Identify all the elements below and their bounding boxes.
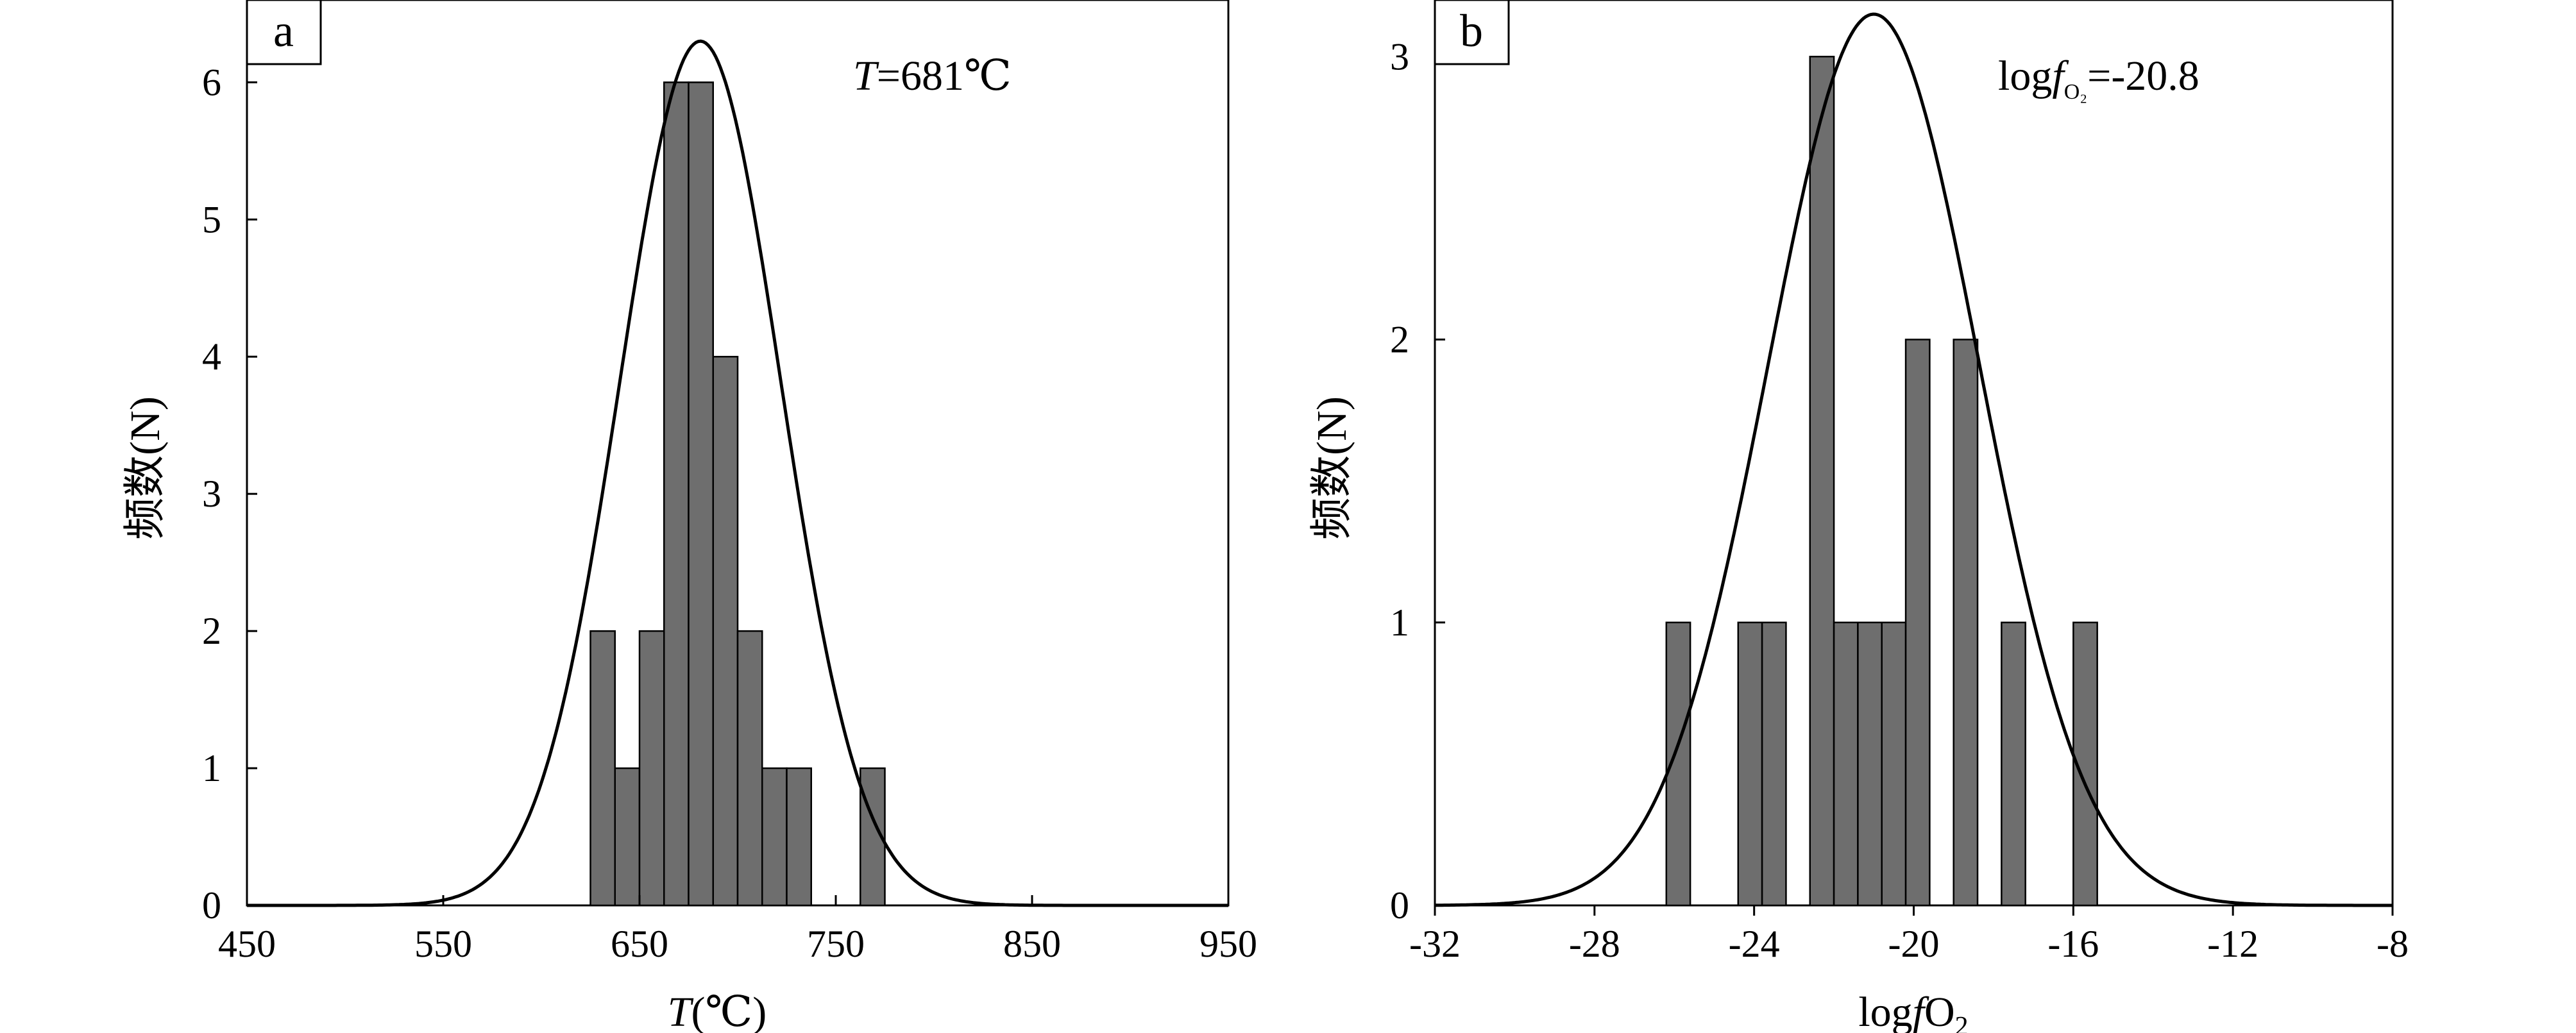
panel-a-bar-7 [761, 767, 788, 907]
panel-a-bar-2 [638, 630, 665, 907]
panel-a-bar-3 [663, 81, 690, 907]
panel-a-xtick-label-0: 450 [218, 923, 276, 965]
panel-b-annotation-text: =-20.8 [2087, 53, 2199, 99]
panel-a-xlabel: T(℃) [668, 989, 767, 1033]
panel-a-ytick-label-3: 3 [202, 473, 221, 515]
panel-a-xlabel-text: (℃) [691, 989, 767, 1033]
panel-a-bar-8 [786, 767, 812, 907]
panel-a-ylabel: 频数(N) [122, 396, 169, 540]
panel-b-xlabel-sub: 2 [1955, 1012, 1969, 1033]
panel-a-label: a [273, 5, 294, 56]
panel-b-annotation: logfO₂=-20.8 [1998, 53, 2199, 104]
panel-b-xtick-label-3: -20 [1888, 923, 1940, 965]
panel-b-ticks: -32 -28 -24 -20 -16 -12 -8 0 1 2 3 [1390, 35, 2409, 965]
panel-a-ytick-label-6: 6 [202, 61, 221, 103]
panel-a-annotation: T=681℃ [853, 53, 1012, 99]
panel-a-xtick-label-2: 650 [611, 923, 668, 965]
panel-a-bars [589, 81, 886, 907]
panel-a-bar-6 [736, 630, 763, 907]
panel-a-xtick-label-3: 750 [807, 923, 865, 965]
panel-b-annotation-prefix: log [1998, 53, 2052, 99]
panel-a-ytick-label-5: 5 [202, 198, 221, 240]
panel-b-bar-5 [1857, 621, 1883, 907]
panel-b-xtick-label-4: -16 [2047, 923, 2099, 965]
panel-a-bar-0 [589, 630, 616, 907]
panel-b-xtick-label-5: -12 [2207, 923, 2258, 965]
panel-a-annotation-text: =681℃ [877, 53, 1012, 99]
panel-a-bar-4 [688, 81, 714, 907]
panel-b-bar-2 [1761, 621, 1787, 907]
panel-b-fit-curve [1435, 12, 2393, 907]
panel-a-ytick-label-0: 0 [202, 884, 221, 927]
panel-b-xtick-label-0: -32 [1409, 923, 1461, 965]
panel-b-ytick-label-3: 3 [1390, 35, 1409, 78]
panel-a-xtick-label-1: 550 [414, 923, 472, 965]
panel-b-bar-9 [2001, 621, 2026, 907]
panel-b-bar-1 [1737, 621, 1763, 907]
panel-b-xtick-label-2: -24 [1729, 923, 1780, 965]
panel-b-bar-6 [1881, 621, 1907, 907]
panel-b-bar-8 [1953, 339, 1979, 907]
panel-b-bars [1665, 56, 2098, 907]
panel-b-xlabel: logfO2 [1858, 989, 1968, 1033]
panel-a-ytick-label-1: 1 [202, 747, 221, 789]
panel-a-xtick-label-5: 950 [1199, 923, 1257, 965]
panel-b-ylabel: 频数(N) [1309, 396, 1355, 540]
panel-a-fit-curve [247, 39, 1228, 907]
panel-b-xtick-label-1: -28 [1569, 923, 1620, 965]
panel-b-xlabel-text: O [1924, 989, 1955, 1033]
panel-b-xtick-label-6: -8 [2377, 923, 2409, 965]
panel-b-ytick-label-1: 1 [1390, 601, 1409, 644]
panel-b-annotation-sub: O₂ [2064, 80, 2087, 104]
panel-b-ytick-label-0: 0 [1390, 884, 1409, 927]
panel-a-label-box [246, 0, 322, 65]
panel-a-ticks: 450 550 650 750 850 950 0 1 2 3 4 5 6 [202, 61, 1257, 965]
panel-b-bar-4 [1833, 621, 1859, 907]
panel-b-bar-7 [1904, 339, 1931, 907]
panel-b-label: b [1460, 5, 1483, 56]
panel-a-xlabel-prefix: T [668, 989, 694, 1033]
panel-a-ytick-label-2: 2 [202, 610, 221, 652]
panel-b-xlabel-prefix: log [1858, 989, 1912, 1033]
panel-a-annotation-prefix: T [853, 53, 879, 99]
panel-a-bar-5 [712, 355, 739, 907]
panel-b-ytick-label-2: 2 [1390, 319, 1409, 361]
panel-a-xtick-label-4: 850 [1003, 923, 1061, 965]
panel-b-label-box [1434, 0, 1510, 65]
panel-b-bar-3 [1809, 56, 1835, 907]
panel-a-ytick-label-4: 4 [202, 335, 221, 378]
panel-a-bar-1 [614, 767, 641, 907]
